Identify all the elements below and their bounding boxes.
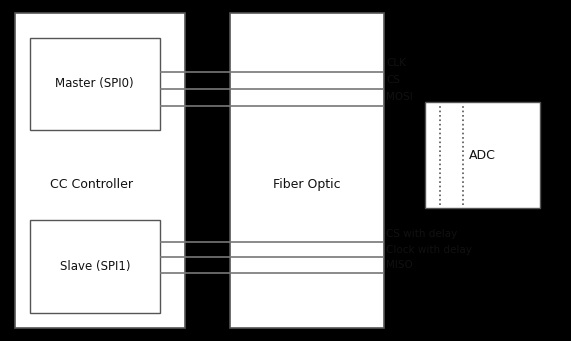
Text: CLK: CLK	[386, 58, 406, 68]
Bar	[15, 13, 185, 328]
Text: Clock with delay: Clock with delay	[386, 245, 472, 255]
Bar	[230, 13, 384, 328]
Text: Fiber Optic: Fiber Optic	[274, 178, 341, 191]
Text: CS: CS	[386, 75, 400, 85]
Text: Slave (SPI1): Slave (SPI1)	[59, 260, 130, 273]
Bar	[30, 220, 160, 313]
Text: MOSI: MOSI	[386, 92, 413, 102]
Text: Master (SPI0): Master (SPI0)	[55, 77, 134, 90]
Text: CS with delay: CS with delay	[386, 229, 457, 239]
Bar	[425, 102, 540, 208]
Bar	[30, 38, 160, 130]
Text: CC Controller: CC Controller	[50, 178, 133, 191]
Text: MISO: MISO	[386, 260, 413, 270]
Text: ADC: ADC	[469, 149, 496, 162]
